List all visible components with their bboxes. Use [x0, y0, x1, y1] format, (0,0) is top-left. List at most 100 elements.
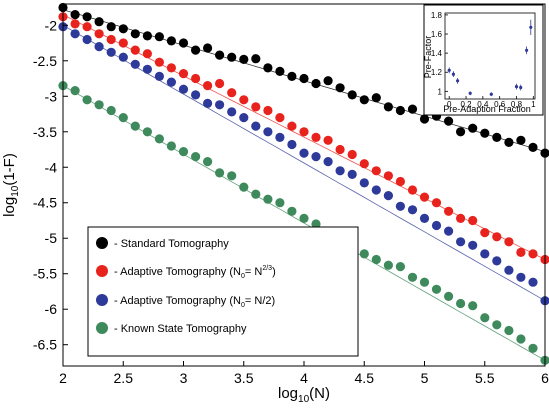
point-adaptive-n23: [528, 249, 538, 259]
y-tick-label: -6: [45, 301, 58, 317]
y-tick-label: -6.5: [33, 337, 57, 353]
point-adaptive-n2: [431, 220, 442, 231]
point-known-state: [383, 260, 393, 270]
point-known-state: [142, 127, 152, 137]
inset-point: [514, 85, 519, 89]
x-tick-label: 6: [541, 370, 549, 386]
y-tick-label: -2.5: [33, 53, 57, 69]
point-adaptive-n23: [383, 171, 393, 181]
point-adaptive-n23: [239, 95, 249, 105]
point-adaptive-n23: [227, 88, 237, 98]
point-adaptive-n2: [203, 98, 213, 108]
point-adaptive-n23: [178, 69, 189, 79]
point-standard: [263, 63, 273, 73]
y-tick-label: -2: [45, 17, 58, 33]
point-standard: [335, 83, 345, 93]
inset-x-label: Pre-Adaption Fraction: [443, 104, 531, 114]
point-adaptive-n23: [154, 57, 164, 67]
point-known-state: [480, 313, 490, 323]
point-adaptive-n2: [106, 47, 116, 57]
point-adaptive-n23: [335, 144, 345, 155]
point-known-state: [431, 284, 442, 294]
point-adaptive-n2: [516, 272, 526, 282]
point-adaptive-n2: [70, 29, 80, 39]
point-adaptive-n2: [323, 157, 333, 167]
point-standard: [504, 137, 514, 147]
point-standard: [311, 78, 321, 89]
point-adaptive-n2: [335, 166, 345, 176]
inset-axes: 0 0.2 0.4 0.6 0.8 1 1 1.2 1.4 1.6 1.8: [431, 11, 536, 109]
point-adaptive-n23: [203, 81, 213, 91]
point-adaptive-n2: [480, 249, 490, 259]
point-standard: [444, 116, 454, 126]
point-adaptive-n23: [407, 185, 418, 195]
y-tick-label: -5: [45, 230, 58, 246]
point-adaptive-n23: [82, 22, 92, 32]
legend-label-standard: - Standard Tomography: [114, 238, 229, 250]
point-adaptive-n23: [468, 215, 478, 226]
inset-point: [519, 85, 523, 90]
point-known-state: [251, 189, 261, 199]
x-tick-label: 2: [59, 370, 67, 386]
inset-point: [447, 68, 451, 72]
y-axis-label: log10(1-F): [1, 153, 21, 217]
inset-x-tick-label: 0.2: [460, 100, 472, 109]
point-known-state: [395, 262, 405, 272]
inset-point: [456, 79, 460, 83]
point-known-state: [516, 334, 526, 344]
point-standard: [480, 128, 490, 138]
x-axis-label: log10(N): [278, 385, 330, 405]
inset-point: [468, 91, 472, 95]
inset-y-tick-label: 1: [438, 87, 443, 96]
point-standard: [191, 45, 201, 55]
inset-y-tick-label: 1.2: [431, 68, 443, 77]
legend-label-known-state: - Known State Tomography: [114, 323, 247, 335]
point-known-state: [456, 298, 466, 309]
legend-marker-adaptive-n2: [96, 294, 108, 306]
point-adaptive-n2: [504, 265, 514, 275]
point-known-state: [203, 157, 213, 167]
point-standard: [287, 71, 297, 81]
point-standard: [70, 10, 80, 20]
point-known-state: [166, 141, 176, 151]
point-standard: [468, 123, 478, 133]
point-adaptive-n23: [287, 121, 297, 131]
y-tick-label: -3.5: [33, 124, 57, 140]
x-tick-label: 3.5: [234, 370, 254, 386]
point-known-state: [118, 113, 128, 123]
point-adaptive-n23: [395, 176, 405, 187]
point-standard: [516, 135, 526, 145]
point-adaptive-n2: [94, 42, 104, 52]
point-adaptive-n2: [311, 152, 321, 162]
point-known-state: [215, 168, 225, 178]
legend-marker-standard: [96, 237, 108, 249]
point-standard: [395, 105, 405, 116]
legend-marker-known-state: [96, 322, 108, 334]
x-tick-label: 2.5: [114, 370, 134, 386]
legend-box: [87, 226, 359, 357]
data-points: [58, 2, 549, 365]
inset-point: [451, 72, 455, 76]
x-tick-label: 5.5: [475, 370, 495, 386]
inset-y-tick-label: 1.8: [431, 11, 443, 20]
point-adaptive-n23: [70, 19, 80, 29]
point-adaptive-n23: [263, 105, 273, 116]
y-tick-label: -4.5: [33, 195, 57, 211]
inset-point: [529, 25, 533, 29]
point-adaptive-n23: [118, 38, 128, 48]
point-adaptive-n23: [130, 45, 140, 55]
point-adaptive-n23: [359, 159, 369, 169]
point-adaptive-n23: [251, 102, 261, 112]
point-known-state: [130, 121, 140, 131]
axes: 2 2.5 3 3.5 4 4.5 5 5.5 6 -2 -2.5 -3 -3.5 -4 -4.5 -5 -5.…: [33, 17, 549, 386]
y-tick-label: -4: [45, 159, 58, 175]
y-tick-label: -3: [45, 88, 58, 104]
point-adaptive-n23: [456, 213, 466, 223]
point-adaptive-n23: [492, 232, 502, 242]
point-known-state: [311, 219, 321, 229]
point-adaptive-n2: [395, 201, 405, 211]
point-standard: [456, 127, 466, 137]
point-standard: [323, 76, 333, 86]
legend-item-standard: - Standard Tomography: [96, 237, 229, 250]
